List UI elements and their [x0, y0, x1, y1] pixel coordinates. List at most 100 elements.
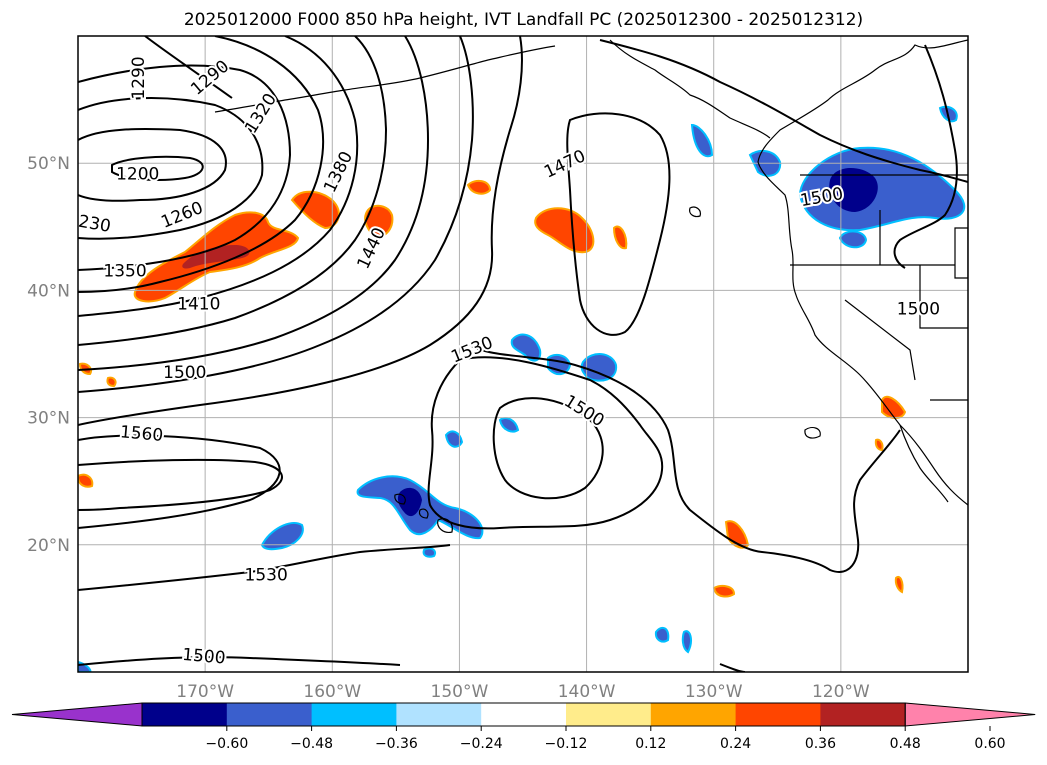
colorbar-frame: [141, 702, 906, 727]
contour-1530-south: [78, 544, 451, 591]
ivt-pos-region-12: [894, 576, 904, 594]
contour-label: 1440: [353, 225, 389, 273]
colorbar-tick-label: 0.24: [720, 736, 751, 752]
ivt-pos-region-7: [881, 395, 907, 419]
contour-label: 1560: [119, 422, 164, 446]
colorbar-tick-label: −0.48: [290, 736, 333, 752]
contour-label: 1260: [158, 198, 206, 233]
island-small-2: [804, 426, 821, 439]
lon-tick-label: 150°W: [431, 682, 489, 702]
border-state-4: [954, 227, 968, 279]
ivt-neg-small-4: [510, 333, 542, 362]
contour-1530-main: [469, 344, 901, 573]
colorbar-bin: [820, 703, 906, 726]
ivt-neg-small-9: [498, 417, 520, 433]
contour-1560: [78, 458, 283, 511]
contour-label: 1500: [163, 363, 206, 383]
border-state-5: [844, 299, 916, 381]
contour-1500-loop: [492, 397, 604, 500]
contour-label: 1500: [897, 299, 940, 319]
contour-label: 1200: [116, 165, 159, 185]
lat-tick-label: 30°N: [27, 409, 70, 429]
contour-label: 1320: [241, 90, 281, 137]
colorbar-bin: [396, 703, 482, 726]
contour-1260: [78, 97, 264, 240]
ivt-neg-small-12: [422, 547, 436, 558]
colorbar-tick-label: −0.12: [545, 736, 588, 752]
coastline-baja: [899, 424, 949, 503]
colorbar-bin: [226, 703, 313, 726]
contour-1440: [78, 36, 474, 393]
contour-label: 1530: [245, 565, 288, 585]
colorbar-tick-label: 0.12: [635, 736, 666, 752]
colorbar-tick-label: −0.60: [205, 736, 248, 752]
contour-label: 230: [77, 212, 112, 237]
contour-1200: [111, 155, 204, 181]
contour-1500-sw: [78, 656, 401, 666]
contour-label: 1410: [177, 294, 220, 314]
island-small-1: [689, 206, 701, 218]
ivt-neg-core-hawaii: [397, 487, 422, 517]
ivt-pos-region-4: [466, 179, 492, 195]
ivt-pos-core-jet: [182, 245, 250, 269]
lat-tick-label: 50°N: [27, 154, 70, 174]
contour-1500-east: [599, 39, 968, 183]
ivt-pos-region-5: [534, 207, 595, 254]
map-frame: [77, 35, 969, 673]
contour-1500-west: [78, 434, 281, 529]
contour-1500-se: [719, 663, 746, 672]
colorbar-bin: [142, 703, 228, 726]
contour-1470-loop: [566, 112, 671, 336]
colorbar-tick-label: 0.48: [890, 736, 921, 752]
island-hawaii-1: [394, 493, 406, 505]
colorbar-tick-label: 0.60: [974, 736, 1005, 752]
contour-label: 1500: [560, 391, 607, 431]
ivt-pos-region-10: [78, 473, 94, 488]
colorbar-bin: [650, 703, 737, 726]
lat-tick-label: 20°N: [27, 536, 70, 556]
ivt-neg-small-11: [681, 630, 692, 654]
ivt-pos-region-14: [106, 376, 117, 388]
ivt-neg-small-8: [444, 430, 464, 448]
ivt-neg-small-1: [838, 230, 868, 249]
ivt-neg-small-10: [654, 626, 670, 643]
coastline-alaska-islands: [609, 39, 771, 139]
ivt-pos-region-6: [612, 225, 628, 250]
contour-1380: [78, 36, 388, 346]
colorbar-bin: [481, 703, 567, 726]
lat-tick-label: 40°N: [27, 281, 70, 301]
contour-label: 1350: [103, 261, 146, 281]
contour-1290b: [144, 36, 233, 99]
lon-tick-label: 120°W: [812, 682, 870, 702]
contour-1410: [78, 36, 430, 371]
ivt-neg-small-7: [260, 522, 304, 551]
ivt-neg-small-6: [580, 353, 618, 382]
colorbar-tick-label: −0.36: [375, 736, 418, 752]
ivt-pos-region-13: [874, 438, 884, 452]
colorbar-extend-low: [11, 702, 143, 727]
colorbar-bin: [566, 703, 652, 726]
contour-1500-ne: [893, 44, 958, 269]
lon-tick-label: 170°W: [176, 682, 234, 702]
contour-label: 1530: [448, 333, 496, 368]
contour-1350: [78, 36, 359, 317]
contour-1470: [78, 36, 523, 426]
contour-label: 1500: [181, 645, 226, 669]
contour-1320: [78, 36, 324, 293]
colorbar: −0.60 −0.48 −0.36 −0.24 −0.12 0.12 0.24 0.36 0.4…: [11, 702, 1036, 752]
colorbar-bin: [311, 703, 397, 726]
contour-label: 1290: [129, 56, 149, 99]
coastline-north-america: [757, 39, 968, 506]
ivt-neg-region-hawaii: [356, 475, 484, 540]
ivt-neg-core-nw-us: [829, 168, 878, 212]
ivt-pos-region-9: [712, 585, 736, 598]
height-contours: [78, 36, 968, 672]
contour-1230: [78, 128, 227, 202]
colorbar-extend-high: [904, 702, 1036, 727]
island-hawaii-2: [418, 508, 429, 519]
colorbar-tick-label: −0.24: [460, 736, 503, 752]
ivt-neg-small-3: [690, 123, 714, 158]
lon-tick-label: 160°W: [303, 682, 361, 702]
contour-1290: [78, 64, 292, 271]
